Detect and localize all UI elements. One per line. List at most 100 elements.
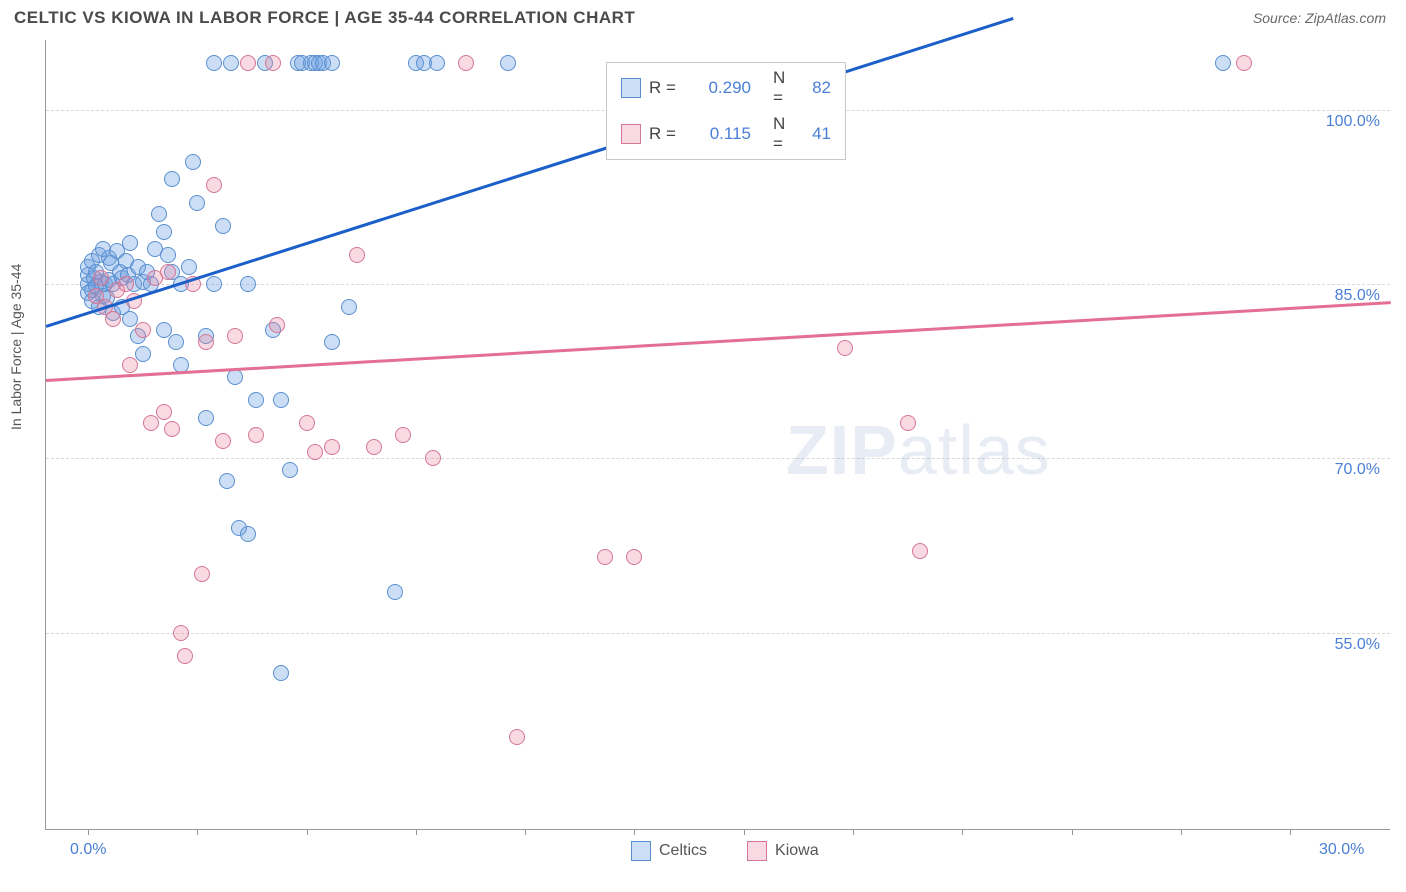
data-point (282, 462, 298, 478)
data-point (198, 334, 214, 350)
data-point (194, 566, 210, 582)
data-point (425, 450, 441, 466)
data-point (215, 433, 231, 449)
legend-r-value: 0.290 (691, 78, 751, 98)
data-point (273, 665, 289, 681)
data-point (395, 427, 411, 443)
data-point (105, 311, 121, 327)
data-point (160, 264, 176, 280)
data-point (387, 584, 403, 600)
data-point (366, 439, 382, 455)
watermark: ZIPatlas (786, 410, 1051, 490)
correlation-legend: R = 0.290 N = 82 R = 0.115 N = 41 (606, 62, 846, 160)
data-point (206, 177, 222, 193)
data-point (181, 259, 197, 275)
data-point (269, 317, 285, 333)
data-point (223, 55, 239, 71)
gridline (46, 458, 1390, 459)
data-point (240, 55, 256, 71)
data-point (458, 55, 474, 71)
legend-swatch (747, 841, 767, 861)
x-tick-label: 0.0% (70, 841, 106, 859)
data-point (135, 346, 151, 362)
data-point (198, 410, 214, 426)
data-point (324, 55, 340, 71)
y-tick-label: 70.0% (1335, 461, 1380, 479)
legend-series-name: Kiowa (775, 842, 819, 860)
data-point (156, 224, 172, 240)
data-point (206, 276, 222, 292)
data-point (248, 427, 264, 443)
data-point (240, 526, 256, 542)
data-point (177, 648, 193, 664)
data-point (227, 369, 243, 385)
data-point (626, 549, 642, 565)
scatter-plot-area: 55.0%70.0%85.0%100.0%0.0%30.0%ZIPatlasR … (45, 40, 1390, 830)
x-tick (962, 829, 963, 835)
x-tick-label: 30.0% (1319, 841, 1364, 859)
legend-swatch (631, 841, 651, 861)
data-point (248, 392, 264, 408)
legend-n-value: 41 (801, 124, 831, 144)
legend-n-label: N = (773, 114, 793, 154)
legend-item: Kiowa (747, 841, 819, 861)
x-tick (634, 829, 635, 835)
x-tick (853, 829, 854, 835)
data-point (122, 235, 138, 251)
legend-row: R =0.290N =82 (607, 65, 845, 111)
data-point (168, 334, 184, 350)
x-tick (416, 829, 417, 835)
x-tick (197, 829, 198, 835)
x-tick (307, 829, 308, 835)
data-point (215, 218, 231, 234)
legend-row: R = 0.115 N = 41 (607, 111, 845, 157)
legend-r-label: R = (649, 78, 683, 98)
data-point (324, 439, 340, 455)
data-point (307, 444, 323, 460)
chart-header: CELTIC VS KIOWA IN LABOR FORCE | AGE 35-… (0, 0, 1406, 32)
data-point (349, 247, 365, 263)
chart-title: CELTIC VS KIOWA IN LABOR FORCE | AGE 35-… (14, 8, 635, 28)
x-tick (1290, 829, 1291, 835)
chart-source: Source: ZipAtlas.com (1253, 10, 1386, 26)
data-point (219, 473, 235, 489)
x-tick (1072, 829, 1073, 835)
data-point (156, 404, 172, 420)
data-point (912, 543, 928, 559)
data-point (240, 276, 256, 292)
data-point (151, 206, 167, 222)
data-point (160, 247, 176, 263)
data-point (273, 392, 289, 408)
trend-line (46, 17, 1013, 327)
x-tick (525, 829, 526, 835)
data-point (173, 625, 189, 641)
y-tick-label: 100.0% (1326, 113, 1380, 131)
legend-r-value: 0.115 (691, 124, 751, 144)
x-tick (744, 829, 745, 835)
y-axis-label: In Labor Force | Age 35-44 (8, 264, 24, 430)
legend-r-label: R = (649, 124, 683, 144)
data-point (164, 421, 180, 437)
y-tick-label: 55.0% (1335, 636, 1380, 654)
data-point (265, 55, 281, 71)
data-point (118, 276, 134, 292)
legend-n-value: 82 (801, 78, 831, 98)
data-point (1215, 55, 1231, 71)
data-point (341, 299, 357, 315)
data-point (135, 322, 151, 338)
data-point (837, 340, 853, 356)
data-point (93, 270, 109, 286)
data-point (597, 549, 613, 565)
data-point (429, 55, 445, 71)
legend-swatch (621, 78, 641, 98)
x-tick (88, 829, 89, 835)
legend-swatch (621, 124, 641, 144)
data-point (164, 171, 180, 187)
data-point (143, 415, 159, 431)
legend-series-name: Celtics (659, 842, 707, 860)
data-point (900, 415, 916, 431)
data-point (189, 195, 205, 211)
x-tick (1181, 829, 1182, 835)
gridline (46, 633, 1390, 634)
series-legend: Celtics Kiowa (631, 841, 819, 861)
